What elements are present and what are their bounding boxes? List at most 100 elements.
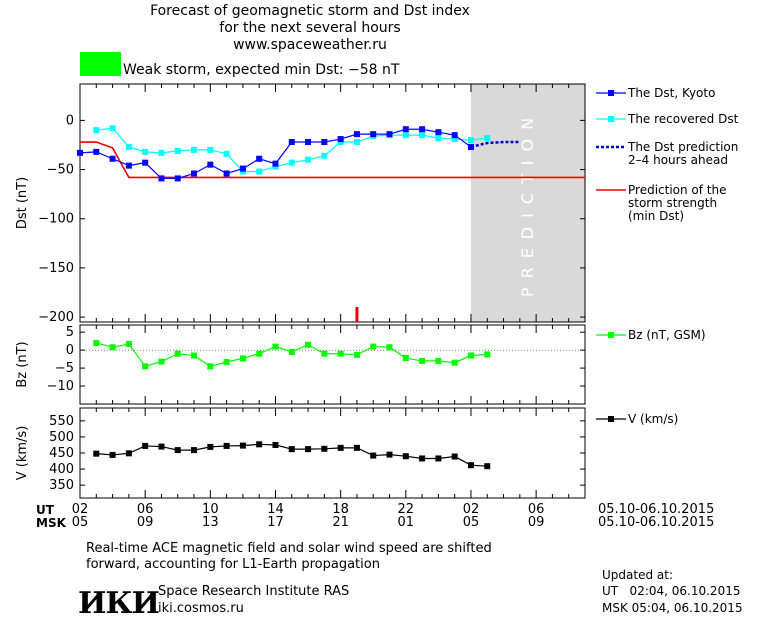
bz-point-21 [435,357,442,364]
speed-point-23 [467,462,474,469]
speed-point-17 [370,452,377,459]
recovered-dst-point-0 [93,127,100,134]
speed-point-6 [191,447,198,454]
panel-frame-2 [79,407,586,499]
bz-legend-label-0: Bz (nT, GSM) [628,328,706,342]
dst-kyoto-legend-label-0: The Dst, Kyoto [627,86,715,100]
bz-point-10 [256,350,263,357]
bz-point-3 [142,363,149,370]
ut-tick-label-3: 14 [267,502,284,517]
dst-kyoto-point-4 [142,159,149,166]
bz-point-6 [191,352,198,359]
y-tick-label-1-1: 0 [66,343,74,358]
ut-tick-label-1: 06 [137,502,154,517]
updated-ut: UT 02:04, 06.10.2015 [602,584,741,598]
speed-point-13 [305,446,312,453]
bz-point-2 [125,341,132,348]
speed-point-18 [386,451,393,458]
y-axis-label-2: V (km/s) [15,426,30,481]
dst-kyoto-point-8 [207,161,214,168]
footer-note-line1: Real-time ACE magnetic field and solar w… [86,541,492,556]
bz-point-13 [305,341,312,348]
min-dst-prediction-line [80,141,585,179]
dst-kyoto-point-13 [288,139,295,146]
y-tick-label-0-1: −50 [47,163,74,178]
msk-tick-label-1: 09 [137,515,154,530]
y-tick-label-2-1: 500 [49,430,74,445]
bz-point-17 [370,343,377,350]
speed-point-3 [142,442,149,449]
speed-point-9 [239,442,246,449]
panel-frame-0 [79,83,586,323]
y-tick-label-1-0: 5 [66,325,74,340]
recovered-dst-point-4 [158,149,165,156]
msk-axis-label: MSK [36,516,67,530]
bz-point-23 [467,352,474,359]
axis-ticks: 0 −50 −100 −150 −200 Dst (nT) 5 0 −5 −10 Bz (nT) 55… [15,84,586,498]
dst-kyoto-point-3 [125,162,132,169]
panel-frame-1 [79,324,586,405]
dst-kyoto-point-2 [109,155,116,162]
dst-prediction-legend-label-1: 2–4 hours ahead [628,153,728,167]
footer-note-line2: forward, accounting for L1-Earth propaga… [86,557,380,572]
website-label: www.spaceweather.ru [233,37,387,53]
y-tick-label-0-3: −150 [38,261,74,276]
institute-name: Space Research Institute RAS [158,584,350,599]
dst-kyoto-point-23 [451,132,458,139]
ut-tick-label-6: 02 [463,502,480,517]
dst-kyoto-point-18 [370,131,377,138]
bz-point-20 [419,357,426,364]
msk-date-range: 05.10-06.10.2015 [598,515,714,530]
speed-point-4 [158,443,165,450]
storm-level-label: Weak storm, expected min Dst: −58 nT [123,62,400,78]
updated-msk: MSK 05:04, 06.10.2015 [602,601,743,615]
msk-tick-label-3: 17 [267,515,284,530]
recovered-dst-point-14 [321,152,328,159]
dst-kyoto-point-10 [239,165,246,172]
bz-point-1 [109,344,116,351]
ut-tick-label-2: 10 [202,502,219,517]
chart-title-line2: for the next several hours [219,20,401,36]
speed-point-12 [288,446,295,453]
bz-legend-marker [608,332,614,338]
dst-kyoto-point-12 [272,160,279,167]
dst-kyoto-line [79,128,472,180]
speed-point-16 [353,444,360,451]
dst-kyoto-point-17 [353,131,360,138]
ut-date-range: 05.10-06.10.2015 [598,502,714,517]
dst-prediction-band [470,84,585,322]
speed-point-14 [321,445,328,452]
prediction-band-label: PREDICTION [518,109,537,297]
y-tick-label-0-2: −100 [38,212,74,227]
recovered-dst-point-24 [484,135,491,142]
msk-tick-label-2: 13 [202,515,219,530]
iki-logo: ИКИ [78,586,160,621]
speed-point-0 [93,450,100,457]
recovered-dst-point-6 [191,146,198,153]
y-tick-label-2-2: 450 [49,446,74,461]
min-dst-prediction-legend-label-2: (min Dst) [628,209,684,223]
bz-point-4 [158,358,165,365]
bz-point-19 [402,355,409,362]
dst-kyoto-legend-marker [608,90,614,96]
ut-tick-label-5: 22 [398,502,415,517]
dst-kyoto-point-20 [402,126,409,133]
y-tick-label-2-3: 400 [49,462,74,477]
msk-tick-label-0: 05 [72,515,89,530]
bz-point-7 [207,363,214,370]
dst-kyoto-point-5 [158,175,165,182]
speed-point-7 [207,443,214,450]
y-tick-label-0-0: 0 [66,113,74,128]
speed-point-24 [484,463,491,470]
recovered-dst-point-21 [435,135,442,142]
bz-point-11 [272,343,279,350]
chart-legend: The Dst, Kyoto The recovered Dst The Dst p… [596,86,739,426]
recovered-dst-point-22 [451,136,458,143]
ut-axis-label: UT [36,503,55,517]
y-tick-label-2-4: 350 [49,478,74,493]
ut-tick-label-4: 18 [332,502,349,517]
chart-title-line1: Forecast of geomagnetic storm and Dst in… [150,3,470,19]
dst-kyoto-point-19 [386,131,393,138]
bz-point-12 [288,348,295,355]
dst-kyoto-point-6 [174,175,181,182]
